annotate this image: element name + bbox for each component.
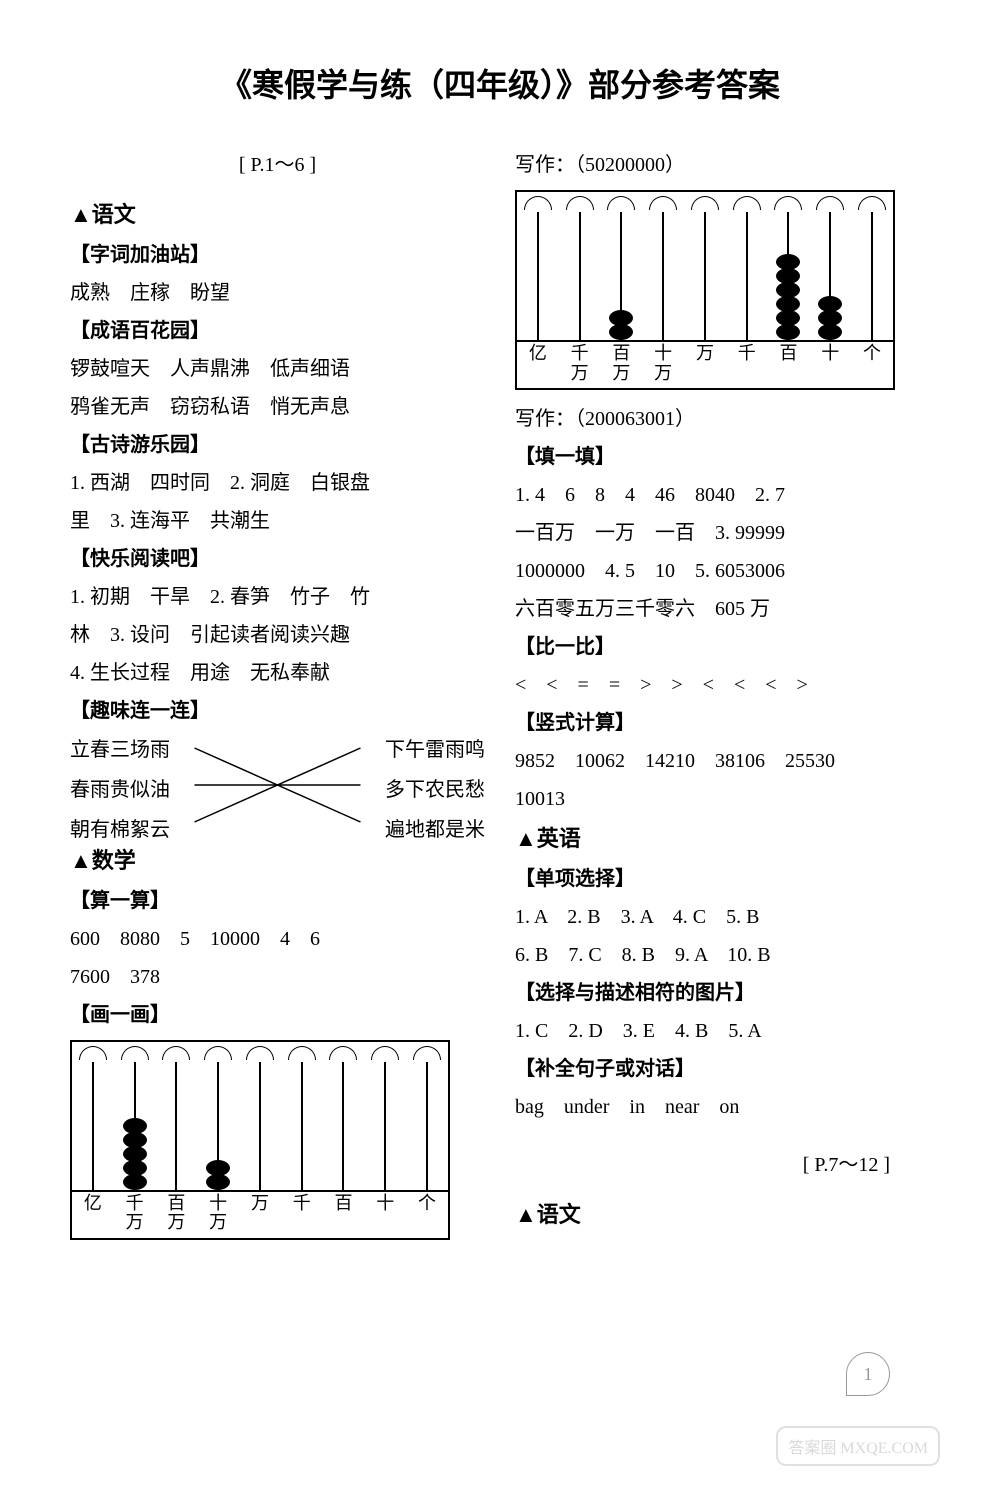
fill-l3: 1000000 4. 5 10 5. 6053006 (515, 552, 930, 590)
subject-chinese-2: ▲语文 (515, 1194, 930, 1236)
vertical-l2: 10013 (515, 780, 930, 818)
section-idioms: 【成语百花园】 (70, 312, 485, 350)
content-columns: [ P.1～6 ] ▲语文 【字词加油站】 成熟 庄稼 盼望 【成语百花园】 锣… (70, 146, 930, 1250)
calc-l2: 7600 378 (70, 958, 485, 996)
section-complete: 【补全句子或对话】 (515, 1050, 930, 1088)
section-reading: 【快乐阅读吧】 (70, 540, 485, 578)
section-match: 【趣味连一连】 (70, 692, 485, 730)
vertical-l1: 9852 10062 14210 38106 25530 (515, 742, 930, 780)
fill-l1: 1. 4 6 8 4 46 8040 2. 7 (515, 476, 930, 514)
section-poems: 【古诗游乐园】 (70, 426, 485, 464)
subject-chinese: ▲语文 (70, 194, 485, 236)
matching-diagram: 立春三场雨 春雨贵似油 朝有棉絮云 下午雷雨鸣 多下农民愁 遍地都是米 (70, 730, 485, 840)
calc-l1: 600 8080 5 10000 4 6 (70, 920, 485, 958)
section-vertical: 【竖式计算】 (515, 704, 930, 742)
fill-l2: 一百万 一万 一百 3. 99999 (515, 514, 930, 552)
reading-l1: 1. 初期 干旱 2. 春笋 竹子 竹 (70, 578, 485, 616)
subject-english: ▲英语 (515, 818, 930, 860)
section-choice: 【单项选择】 (515, 860, 930, 898)
abacus-2-labels: 亿千万百万十万万千百十个 (517, 340, 893, 388)
abacus-2-arcs (517, 192, 893, 212)
right-column: 写作：（50200000） 亿千万百万十万万千百十个 写作：（200063001… (515, 146, 930, 1250)
words-content: 成熟 庄稼 盼望 (70, 274, 485, 312)
choice-l2: 6. B 7. C 8. B 9. A 10. B (515, 936, 930, 974)
pic-l1: 1. C 2. D 3. E 4. B 5. A (515, 1012, 930, 1050)
watermark: 答案圈 MXQE.COM (776, 1426, 940, 1466)
abacus-1-labels: 亿千万百万十万万千百十个 (72, 1190, 448, 1238)
section-draw: 【画一画】 (70, 996, 485, 1034)
abacus-2: 亿千万百万十万万千百十个 (515, 190, 895, 390)
compare-l1: < < = = > > < < < > (515, 666, 930, 704)
write-2: 写作：（200063001） (515, 400, 930, 438)
abacus-1-arcs (72, 1042, 448, 1062)
section-pic: 【选择与描述相符的图片】 (515, 974, 930, 1012)
page-range-1: [ P.1～6 ] (70, 146, 485, 184)
page-title: 《寒假学与练（四年级）》部分参考答案 (70, 60, 930, 106)
reading-l2: 林 3. 设问 引起读者阅读兴趣 (70, 616, 485, 654)
page-range-2: [ P.7～12 ] (515, 1146, 930, 1184)
fill-l4: 六百零五万三千零六 605 万 (515, 590, 930, 628)
poems-l2: 里 3. 连海平 共潮生 (70, 502, 485, 540)
abacus-1: 亿千万百万十万万千百十个 (70, 1040, 450, 1240)
abacus-2-rods (517, 212, 893, 340)
choice-l1: 1. A 2. B 3. A 4. C 5. B (515, 898, 930, 936)
write-1: 写作：（50200000） (515, 146, 930, 184)
match-lines (70, 730, 485, 840)
idioms-l2: 鸦雀无声 窃窃私语 悄无声息 (70, 388, 485, 426)
section-fill: 【填一填】 (515, 438, 930, 476)
section-compare: 【比一比】 (515, 628, 930, 666)
idioms-l1: 锣鼓喧天 人声鼎沸 低声细语 (70, 350, 485, 388)
abacus-1-rods (72, 1062, 448, 1190)
poems-l1: 1. 西湖 四时同 2. 洞庭 白银盘 (70, 464, 485, 502)
section-calc: 【算一算】 (70, 882, 485, 920)
page-number: 1 (846, 1352, 890, 1396)
section-words: 【字词加油站】 (70, 236, 485, 274)
complete-l1: bag under in near on (515, 1088, 930, 1126)
left-column: [ P.1～6 ] ▲语文 【字词加油站】 成熟 庄稼 盼望 【成语百花园】 锣… (70, 146, 485, 1250)
reading-l3: 4. 生长过程 用途 无私奉献 (70, 654, 485, 692)
